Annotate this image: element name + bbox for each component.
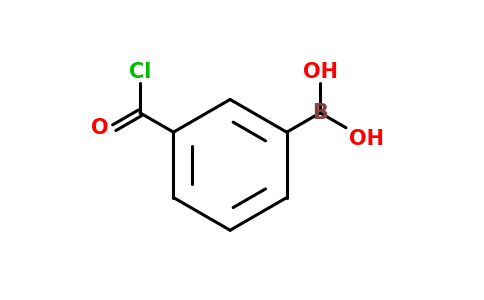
Text: B: B [312, 103, 328, 123]
Text: Cl: Cl [129, 61, 151, 82]
Text: OH: OH [302, 61, 338, 82]
Text: O: O [91, 118, 109, 138]
Text: OH: OH [349, 129, 384, 149]
